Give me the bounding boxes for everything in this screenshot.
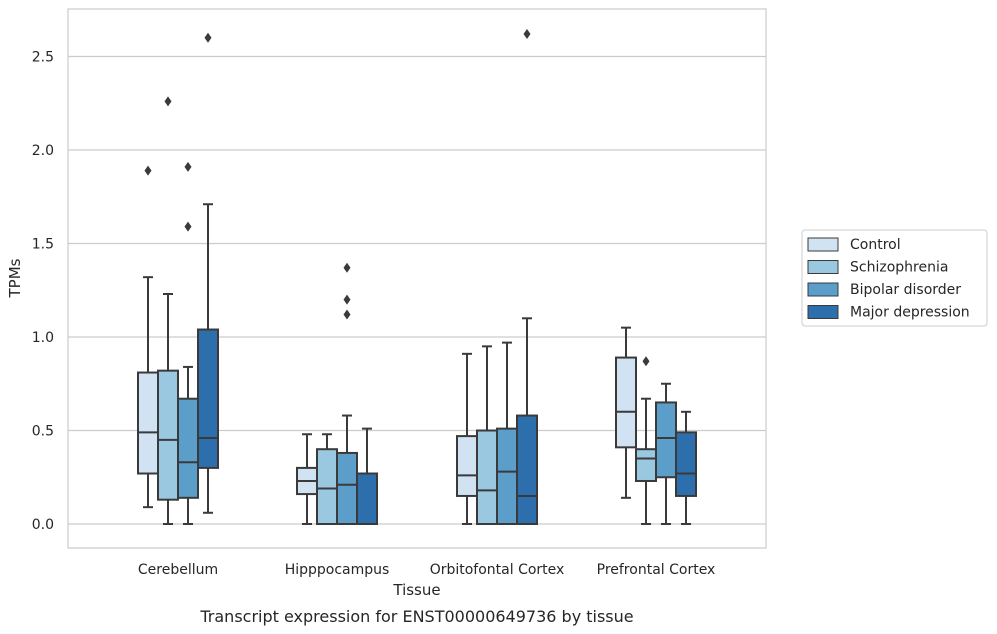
box-control <box>137 165 159 509</box>
box-major-depression <box>356 427 378 526</box>
legend-swatch <box>807 237 839 252</box>
y-tick-labels: 0.0 0.5 1.0 1.5 2.0 2.5 <box>32 50 54 534</box>
legend-frame <box>801 229 988 327</box>
box-control <box>296 433 318 525</box>
box-body <box>496 427 518 526</box>
outlier-point <box>642 356 650 367</box>
box-bipolar-disorder <box>336 262 358 525</box>
x-tick-label: Hipppocampus <box>285 562 390 578</box>
x-tick-labels: Cerebellum Hipppocampus Orbitofontal Corte… <box>138 562 715 578</box>
box-body <box>197 328 219 469</box>
box-major-depression <box>197 32 219 514</box>
box-body <box>157 369 179 501</box>
box-control <box>615 326 637 499</box>
box-body <box>356 472 378 526</box>
box-schizophrenia <box>157 96 179 525</box>
box-bipolar-disorder <box>177 161 199 525</box>
x-axis-label: Tissue <box>392 581 440 599</box>
y-tick-label: 1.0 <box>32 330 54 346</box>
legend-label: Bipolar disorder <box>850 282 961 298</box>
plot-frame <box>67 8 767 549</box>
box-bipolar-disorder <box>496 341 518 526</box>
box-body <box>456 435 478 497</box>
box-major-depression <box>516 29 538 526</box>
outlier-point <box>523 29 531 40</box>
box-schizophrenia <box>635 356 657 525</box>
outlier-point <box>343 262 351 273</box>
outlier-point <box>204 32 212 43</box>
box-body <box>655 401 677 479</box>
box-schizophrenia <box>476 345 498 525</box>
box-major-depression <box>675 410 697 525</box>
outlier-point <box>343 294 351 305</box>
y-tick-label: 2.5 <box>32 50 54 66</box>
box-body <box>615 356 637 449</box>
legend-label: Major depression <box>850 305 970 321</box>
legend-label: Schizophrenia <box>850 260 948 276</box>
legend-swatch <box>807 260 839 274</box>
y-tick-label: 0.5 <box>32 424 54 440</box>
x-tick-label: Cerebellum <box>138 562 218 578</box>
outlier-point <box>164 96 172 107</box>
y-tick-label: 1.5 <box>32 237 54 253</box>
outlier-point <box>343 309 351 320</box>
legend-label: Control <box>850 237 901 253</box>
chart-caption: Transcript expression for ENST0000064973… <box>199 607 633 626</box>
box-body <box>476 429 498 525</box>
box-body <box>675 431 697 497</box>
legend-swatch <box>807 282 839 297</box>
box-bipolar-disorder <box>655 382 677 525</box>
box-body <box>635 448 657 482</box>
box-control <box>456 352 478 525</box>
y-tick-label: 2.0 <box>32 143 54 159</box>
y-tick-label: 0.0 <box>32 517 54 533</box>
box-body <box>336 451 358 525</box>
box-schizophrenia <box>316 433 338 526</box>
box-body <box>137 371 159 475</box>
box-body <box>177 397 199 499</box>
box-body <box>316 448 338 526</box>
outlier-point <box>144 165 152 176</box>
box-body <box>516 414 538 526</box>
legend-swatch <box>807 305 839 319</box>
y-axis-label: TPMs <box>6 258 24 298</box>
x-tick-label: Orbitofontal Cortex <box>430 562 565 578</box>
box-plots <box>137 29 697 526</box>
legend: Control Schizophrenia Bipolar disorder Majo… <box>801 229 988 327</box>
x-tick-label: Prefrontal Cortex <box>597 562 716 578</box>
outlier-point <box>184 221 192 232</box>
outlier-point <box>184 161 192 172</box>
